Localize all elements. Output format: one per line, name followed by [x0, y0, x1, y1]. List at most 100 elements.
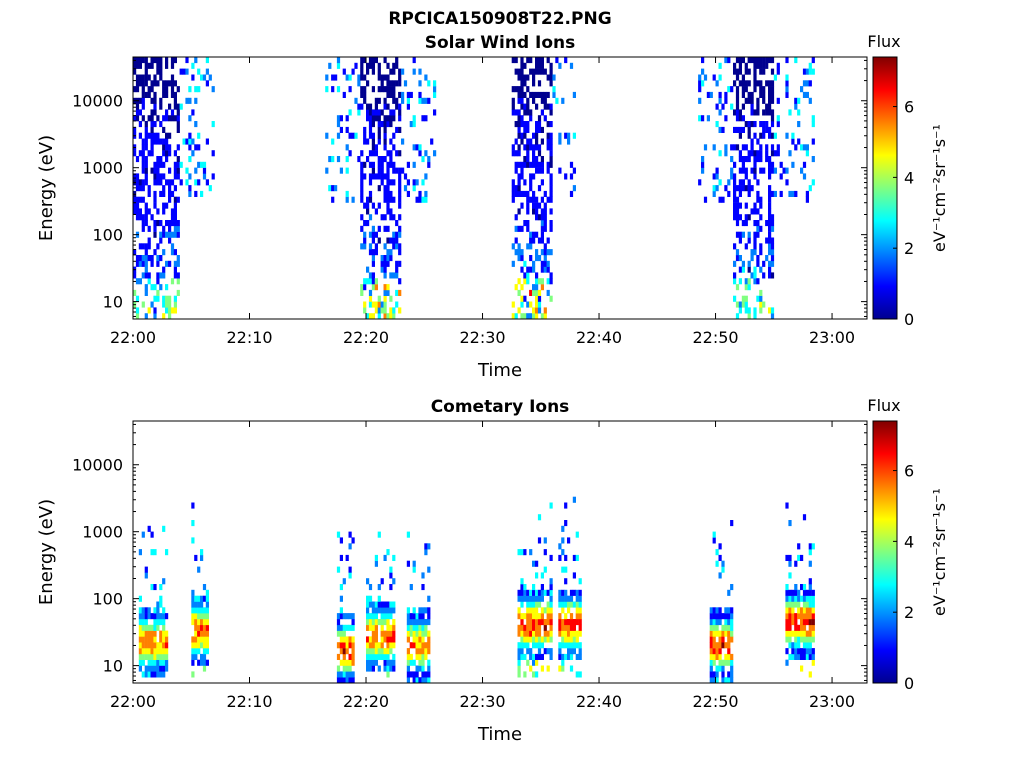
heat-cell	[135, 109, 140, 116]
heat-cell	[141, 607, 145, 614]
heat-cell	[360, 161, 364, 168]
heat-cell	[543, 225, 547, 232]
heat-cell	[162, 91, 166, 98]
heat-cell	[788, 595, 792, 602]
heat-cell	[197, 659, 201, 666]
heat-cell	[529, 266, 533, 273]
heat-cell	[194, 648, 198, 655]
heat-cell	[427, 543, 431, 550]
heat-cell	[392, 179, 396, 186]
heat-cell	[191, 520, 195, 527]
heat-cell	[526, 301, 530, 308]
heat-cell	[153, 607, 157, 614]
heat-cell	[368, 653, 373, 660]
heat-cell	[392, 161, 396, 168]
heat-cell	[805, 80, 809, 87]
heat-cell	[392, 578, 396, 585]
heat-cell	[535, 653, 539, 660]
heat-cell	[561, 549, 565, 556]
heat-cell	[537, 619, 542, 626]
heat-cell	[395, 243, 399, 250]
heat-cell	[211, 173, 215, 180]
heat-cell	[698, 179, 702, 186]
heat-cell	[141, 179, 145, 186]
heat-cell	[389, 208, 393, 215]
heat-cell	[730, 665, 734, 672]
heat-cell	[747, 150, 751, 157]
heat-cell	[156, 653, 160, 660]
heat-cell	[194, 86, 198, 93]
heat-cell	[386, 601, 390, 608]
heat-cell	[529, 115, 533, 122]
heat-cell	[150, 109, 154, 116]
heat-cell	[162, 313, 166, 320]
heat-cell	[409, 91, 413, 98]
heat-cell	[377, 601, 381, 608]
heat-cell	[360, 190, 364, 197]
heat-cell	[412, 560, 416, 567]
heat-cell	[721, 677, 725, 684]
heat-cell	[176, 161, 180, 168]
heat-cell	[712, 636, 716, 643]
heat-cell	[564, 630, 568, 637]
heat-cell	[194, 57, 198, 64]
heat-cell	[572, 91, 576, 98]
heat-cell	[150, 659, 154, 666]
heat-cell	[730, 653, 734, 660]
heat-cell	[170, 190, 175, 197]
heat-cell	[141, 531, 145, 538]
heat-cell	[360, 225, 364, 232]
heat-cell	[165, 179, 169, 186]
heat-cell	[176, 167, 180, 174]
heat-cell	[549, 636, 553, 643]
heat-cell	[532, 601, 536, 608]
heat-cell	[415, 677, 419, 684]
heat-cell	[805, 190, 809, 197]
heat-cell	[185, 97, 189, 104]
heat-cell	[138, 648, 142, 655]
heat-cell	[537, 68, 542, 75]
heat-cell	[575, 619, 579, 626]
heat-cell	[712, 677, 716, 684]
heat-cell	[753, 62, 757, 69]
heat-cell	[715, 653, 719, 660]
heat-cell	[153, 307, 157, 314]
heat-cell	[141, 74, 145, 81]
heat-cell	[532, 132, 536, 139]
heat-cell	[741, 103, 745, 110]
heat-cell	[558, 624, 562, 631]
heat-cell	[802, 80, 807, 87]
heat-cell	[762, 132, 766, 139]
heat-cell	[794, 595, 798, 602]
heat-cell	[727, 589, 731, 596]
heat-cell	[185, 179, 189, 186]
heat-cell	[345, 126, 349, 133]
heat-cell	[811, 636, 815, 643]
heat-cell	[535, 103, 539, 110]
heat-cell	[395, 266, 399, 273]
heat-cell	[517, 624, 521, 631]
heat-cell	[144, 132, 148, 139]
heat-cell	[363, 243, 367, 250]
heat-cell	[802, 619, 807, 626]
heat-cell	[418, 642, 422, 649]
heat-cell	[569, 190, 574, 197]
heat-cell	[147, 671, 151, 678]
heat-cell	[765, 103, 769, 110]
heat-cell	[398, 185, 402, 192]
heat-cell	[339, 167, 343, 174]
heat-cell	[392, 231, 396, 238]
heat-cell	[412, 115, 416, 122]
heat-cell	[366, 648, 370, 655]
heat-cell	[718, 636, 722, 643]
heat-cell	[162, 249, 166, 256]
heat-cell	[386, 150, 390, 157]
heat-cell	[762, 86, 766, 93]
heat-cell	[165, 115, 169, 122]
heat-cell	[165, 284, 169, 291]
heat-cell	[741, 167, 745, 174]
heat-cell	[141, 671, 145, 678]
heat-cell	[153, 619, 157, 626]
heat-cell	[529, 68, 533, 75]
heat-cell	[523, 121, 527, 128]
